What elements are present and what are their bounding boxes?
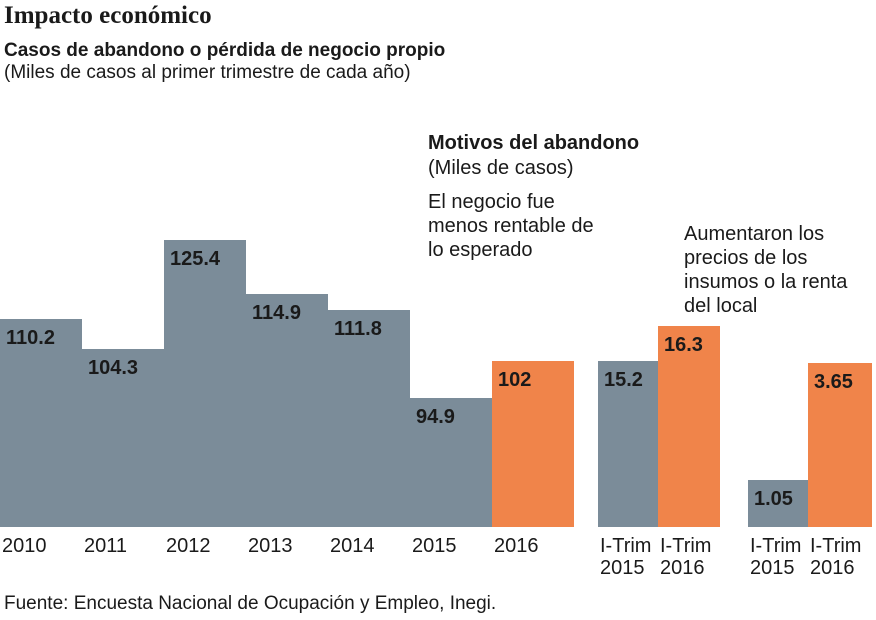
x-tick-label: I-Trim 2015 — [600, 535, 652, 579]
value-label: 125.4 — [170, 247, 221, 270]
value-label: 114.9 — [252, 302, 301, 325]
value-label: 102 — [498, 369, 532, 392]
bar — [328, 310, 410, 527]
value-label: 111.8 — [334, 318, 382, 341]
value-label: 94.9 — [416, 405, 455, 428]
x-tick-label: I-Trim 2015 — [750, 535, 802, 579]
value-label: 15.2 — [604, 369, 643, 392]
bar — [492, 361, 574, 527]
value-label: 110.2 — [6, 326, 55, 349]
panel-title: Motivos del abandono — [428, 132, 640, 154]
value-label: 1.05 — [754, 487, 793, 510]
x-tick-label: 2013 — [248, 535, 293, 557]
bar — [0, 318, 82, 527]
x-tick-label: 2015 — [412, 535, 457, 557]
source: Fuente: Encuesta Nacional de Ocupación y… — [4, 593, 497, 614]
bar — [598, 361, 660, 527]
x-tick-label: 2016 — [494, 535, 539, 557]
title: Impacto económico — [4, 2, 212, 29]
panel-subtitle: (Miles de casos) — [428, 157, 574, 179]
annotation: El negocio fue menos rentable de lo espe… — [428, 191, 594, 261]
note: (Miles de casos al primer trimestre de c… — [4, 62, 411, 83]
bar — [82, 349, 164, 527]
value-label: 104.3 — [88, 357, 139, 380]
x-tick-label: 2012 — [166, 535, 211, 557]
bar — [658, 326, 720, 527]
x-tick-label: I-Trim 2016 — [810, 535, 862, 579]
bar — [808, 362, 872, 527]
subtitle: Casos de abandono o pérdida de negocio p… — [4, 40, 446, 61]
x-tick-label: 2014 — [330, 535, 375, 557]
bar — [246, 294, 328, 527]
value-label: 16.3 — [664, 334, 703, 357]
bar — [748, 479, 812, 527]
x-tick-label: I-Trim 2016 — [660, 535, 712, 579]
bar — [410, 397, 492, 527]
value-label: 3.65 — [814, 370, 853, 393]
annotation: Aumentaron los precios de los insumos o … — [684, 223, 848, 317]
x-tick-label: 2011 — [84, 535, 128, 557]
bar — [164, 239, 246, 527]
x-tick-label: 2010 — [2, 535, 47, 557]
